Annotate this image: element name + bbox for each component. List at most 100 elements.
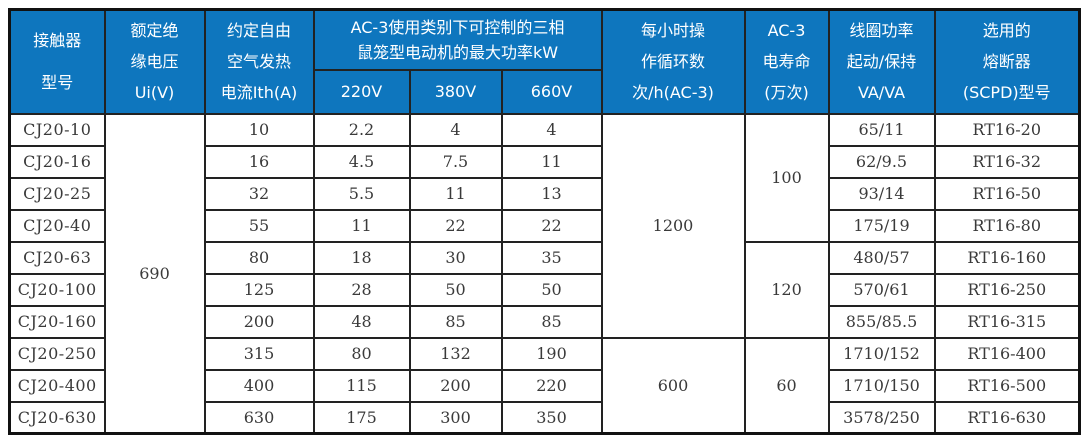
contactor-spec-table: 接触器 型号 额定绝 缘电压 Ui(V) 约定自由 空气发热 电流Ith(A) … xyxy=(8,8,1081,435)
cell-p220: 175 xyxy=(312,400,411,435)
cell-model: CJ20-100 xyxy=(8,272,106,307)
cell-p220: 4.5 xyxy=(312,144,411,179)
cell-p220: 48 xyxy=(312,304,411,339)
cell-coil: 1710/150 xyxy=(827,368,936,403)
table-row: CJ20-160 200 48 85 85 855/85.5 RT16-315 xyxy=(8,304,1081,339)
cell-p660: 50 xyxy=(500,272,603,307)
cell-ith: 80 xyxy=(203,240,315,275)
cell-ui-merged: 690 xyxy=(103,112,206,435)
header-coil-power: 线圈功率 起动/保持 VA/VA xyxy=(827,8,936,115)
table-row: CJ20-25 32 5.5 11 13 93/14 RT16-50 xyxy=(8,176,1081,211)
cell-p380: 50 xyxy=(408,272,503,307)
cell-p220: 11 xyxy=(312,208,411,243)
cell-coil: 855/85.5 xyxy=(827,304,936,339)
header-sub-660v: 660V xyxy=(500,68,603,115)
cell-fuse: RT16-250 xyxy=(933,272,1081,307)
header-electrical-life: AC-3 电寿命 (万次) xyxy=(743,8,830,115)
cell-life-merged-mid: 120 xyxy=(743,240,830,339)
cell-coil: 570/61 xyxy=(827,272,936,307)
cell-coil: 3578/250 xyxy=(827,400,936,435)
cell-p660: 13 xyxy=(500,176,603,211)
cell-p220: 115 xyxy=(312,368,411,403)
header-sub-380v: 380V xyxy=(408,68,503,115)
cell-p380: 30 xyxy=(408,240,503,275)
header-thermal-current: 约定自由 空气发热 电流Ith(A) xyxy=(203,8,315,115)
cell-cycles-merged-bottom: 600 xyxy=(600,336,746,435)
cell-ith: 55 xyxy=(203,208,315,243)
table-row: CJ20-250 315 80 132 190 600 60 1710/152 … xyxy=(8,336,1081,435)
cell-ith: 32 xyxy=(203,176,315,211)
cell-model: CJ20-63 xyxy=(8,240,106,275)
cell-ith: 125 xyxy=(203,272,315,307)
cell-life-merged-bottom: 60 xyxy=(743,336,830,435)
table-row: CJ20-10 690 10 2.2 4 4 1200 100 65/11 RT… xyxy=(8,112,1081,435)
cell-model: CJ20-10 xyxy=(8,112,106,147)
cell-fuse: RT16-50 xyxy=(933,176,1081,211)
cell-p660: 35 xyxy=(500,240,603,275)
cell-coil: 480/57 xyxy=(827,240,936,275)
cell-p220: 28 xyxy=(312,272,411,307)
cell-model: CJ20-160 xyxy=(8,304,106,339)
cell-coil: 62/9.5 xyxy=(827,144,936,179)
table-row: CJ20-400 400 115 200 220 1710/150 RT16-5… xyxy=(8,368,1081,403)
cell-model: CJ20-25 xyxy=(8,176,106,211)
cell-coil: 93/14 xyxy=(827,176,936,211)
cell-fuse: RT16-160 xyxy=(933,240,1081,275)
table-row: CJ20-16 16 4.5 7.5 11 62/9.5 RT16-32 xyxy=(8,144,1081,179)
table-row: CJ20-63 80 18 30 35 120 480/57 RT16-160 xyxy=(8,240,1081,339)
table-body: CJ20-10 690 10 2.2 4 4 1200 100 65/11 RT… xyxy=(8,112,1081,435)
cell-fuse: RT16-630 xyxy=(933,400,1081,435)
cell-ith: 200 xyxy=(203,304,315,339)
cell-p380: 7.5 xyxy=(408,144,503,179)
cell-model: CJ20-630 xyxy=(8,400,106,435)
table-row: CJ20-100 125 28 50 50 570/61 RT16-250 xyxy=(8,272,1081,307)
cell-p380: 11 xyxy=(408,176,503,211)
header-row-1: 接触器 型号 额定绝 缘电压 Ui(V) 约定自由 空气发热 电流Ith(A) … xyxy=(8,8,1081,115)
cell-model: CJ20-16 xyxy=(8,144,106,179)
header-sub-220v: 220V xyxy=(312,68,411,115)
cell-coil: 65/11 xyxy=(827,112,936,147)
cell-ith: 10 xyxy=(203,112,315,147)
header-insulation-voltage: 额定绝 缘电压 Ui(V) xyxy=(103,8,206,115)
table-row: CJ20-40 55 11 22 22 175/19 RT16-80 xyxy=(8,208,1081,243)
table-row: CJ20-630 630 175 300 350 3578/250 RT16-6… xyxy=(8,400,1081,435)
cell-fuse: RT16-80 xyxy=(933,208,1081,243)
table-header: 接触器 型号 额定绝 缘电压 Ui(V) 约定自由 空气发热 电流Ith(A) … xyxy=(8,8,1081,115)
cell-ith: 630 xyxy=(203,400,315,435)
cell-p380: 22 xyxy=(408,208,503,243)
cell-p660: 11 xyxy=(500,144,603,179)
cell-p220: 5.5 xyxy=(312,176,411,211)
header-fuse-type: 选用的 熔断器 (SCPD)型号 xyxy=(933,8,1081,115)
cell-p660: 220 xyxy=(500,368,603,403)
cell-p380: 200 xyxy=(408,368,503,403)
cell-life-merged-top: 100 xyxy=(743,112,830,243)
cell-model: CJ20-250 xyxy=(8,336,106,371)
cell-ith: 16 xyxy=(203,144,315,179)
cell-model: CJ20-400 xyxy=(8,368,106,403)
cell-fuse: RT16-500 xyxy=(933,368,1081,403)
header-operating-cycles: 每小时操 作循环数 次/h(AC-3) xyxy=(600,8,746,115)
cell-p660: 4 xyxy=(500,112,603,147)
cell-model: CJ20-40 xyxy=(8,208,106,243)
header-contactor-model: 接触器 型号 xyxy=(8,8,106,115)
cell-fuse: RT16-400 xyxy=(933,336,1081,371)
cell-ith: 400 xyxy=(203,368,315,403)
cell-p220: 2.2 xyxy=(312,112,411,147)
cell-fuse: RT16-20 xyxy=(933,112,1081,147)
cell-p660: 190 xyxy=(500,336,603,371)
cell-fuse: RT16-315 xyxy=(933,304,1081,339)
cell-p220: 18 xyxy=(312,240,411,275)
cell-coil: 1710/152 xyxy=(827,336,936,371)
header-row-2: 220V 380V 660V xyxy=(10,68,1080,115)
cell-p380: 4 xyxy=(408,112,503,147)
cell-p220: 80 xyxy=(312,336,411,371)
header-max-power-group: AC-3使用类别下可控制的三相 鼠笼型电动机的最大功率kW xyxy=(312,8,603,71)
cell-cycles-merged-top: 1200 xyxy=(600,112,746,339)
cell-fuse: RT16-32 xyxy=(933,144,1081,179)
cell-coil: 175/19 xyxy=(827,208,936,243)
cell-ith: 315 xyxy=(203,336,315,371)
cell-p380: 132 xyxy=(408,336,503,371)
cell-p380: 85 xyxy=(408,304,503,339)
cell-p380: 300 xyxy=(408,400,503,435)
